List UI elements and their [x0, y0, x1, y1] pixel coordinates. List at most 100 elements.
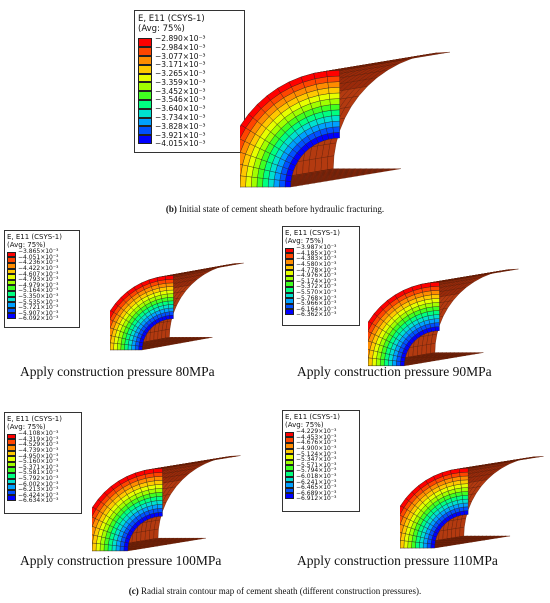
- legend-value: −3.171×10⁻³: [155, 60, 206, 70]
- legend-swatch: [285, 275, 294, 282]
- legend-row: −6.002×10⁻³: [7, 480, 79, 490]
- legend-row: −4.422×10⁻³: [7, 265, 77, 275]
- legend-swatch: [285, 465, 294, 471]
- legend-row: −4.383×10⁻³: [285, 255, 357, 265]
- legend-swatch: [285, 292, 294, 299]
- legend-value: −5.174×10⁻³: [296, 277, 337, 285]
- legend-row: −4.453×10⁻³: [285, 434, 357, 443]
- legend-title: E, E11 (CSYS-1): [285, 229, 340, 237]
- legend-row: −6.164×10⁻³: [285, 305, 357, 315]
- legend-row: −3.077×10⁻³: [138, 52, 241, 65]
- legend-100mpa: E, E11 (CSYS-1) (Avg: 75%) −4.108×10⁻³ −4…: [4, 412, 82, 514]
- legend-swatch: [7, 257, 16, 263]
- legend-value: −5.907×10⁻³: [18, 309, 59, 317]
- legend-value: −6.213×10⁻³: [18, 486, 59, 494]
- legend-value: −6.424×10⁻³: [18, 491, 59, 499]
- legend-value: −3.359×10⁻³: [155, 77, 206, 87]
- caption-c-letter: (c): [128, 586, 139, 596]
- legend-row: −5.372×10⁻³: [285, 283, 357, 293]
- legend-title: E, E11 (CSYS-1): [285, 413, 340, 421]
- legend-title: E, E11 (CSYS-1): [7, 415, 62, 423]
- legend-value: −6.912×10⁻³: [296, 495, 337, 503]
- legend-swatch: [7, 467, 16, 473]
- legend-value: −6.002×10⁻³: [18, 480, 59, 488]
- mesh: [110, 262, 244, 351]
- legend-value: −5.535×10⁻³: [18, 298, 59, 306]
- legend-value: −5.721×10⁻³: [18, 304, 59, 312]
- legend-value: −6.465×10⁻³: [296, 484, 337, 492]
- legend-swatch: [138, 64, 152, 74]
- legend-row: −6.465×10⁻³: [285, 484, 357, 494]
- legend-swatch: [7, 251, 16, 258]
- legend-swatch: [138, 135, 152, 144]
- legend-swatch: [285, 487, 294, 494]
- legend-90mpa: E, E11 (CSYS-1) (Avg: 75%) −3.987×10⁻³ −4…: [282, 226, 360, 326]
- legend-swatch: [7, 450, 16, 457]
- legend-row: −5.124×10⁻³: [285, 451, 357, 460]
- legend-swatch: [7, 274, 16, 280]
- legend-swatch: [285, 470, 294, 477]
- legend-value: −6.241×10⁻³: [296, 478, 337, 486]
- legend-row: −6.362×10⁻³: [285, 311, 357, 321]
- legend-row: −6.424×10⁻³: [7, 491, 79, 501]
- legend-row: −5.721×10⁻³: [7, 304, 77, 314]
- legend-row: −3.640×10⁻³: [138, 104, 241, 118]
- legend-swatch: [7, 296, 16, 303]
- legend-value: −4.185×10⁻³: [296, 249, 337, 257]
- legend-swatch: [285, 286, 294, 293]
- legend-swatch: [7, 439, 16, 445]
- legend-avg: (Avg: 75%): [285, 421, 324, 429]
- legend-swatch: [285, 459, 294, 466]
- legend-row: −3.865×10⁻³: [7, 248, 77, 258]
- legend-value: −5.794×10⁻³: [296, 467, 337, 475]
- legend-swatch: [138, 82, 152, 92]
- legend-rows: −4.229×10⁻³ −4.453×10⁻³ −4.676×10⁻³ −4.900×…: [285, 428, 357, 505]
- legend-swatch: [285, 270, 294, 276]
- legend-row: −6.689×10⁻³: [285, 490, 357, 499]
- legend-80mpa: E, E11 (CSYS-1) (Avg: 75%) −3.865×10⁻³ −4…: [4, 230, 80, 328]
- legend-swatch: [285, 303, 294, 310]
- legend-row: −5.347×10⁻³: [285, 456, 357, 466]
- legend-row: −2.984×10⁻³: [138, 43, 241, 56]
- legend-value: −5.768×10⁻³: [296, 294, 337, 302]
- caption-c: (c) Radial strain contour map of cement …: [0, 586, 550, 596]
- panel-label-100mpa: Apply construction pressure 100MPa: [20, 553, 222, 568]
- legend-swatch: [7, 302, 16, 308]
- legend-value: −4.739×10⁻³: [18, 447, 59, 455]
- legend-row: −6.092×10⁻³: [7, 315, 77, 325]
- legend-row: −6.213×10⁻³: [7, 486, 79, 496]
- legend-value: −5.372×10⁻³: [296, 283, 337, 291]
- legend-swatch: [7, 456, 16, 462]
- legend-value: −4.676×10⁻³: [296, 439, 337, 447]
- legend-swatch: [7, 489, 16, 496]
- legend-row: −4.051×10⁻³: [7, 254, 77, 263]
- legend-row: −4.229×10⁻³: [285, 428, 357, 438]
- legend-swatch: [7, 285, 16, 291]
- legend-row: −4.236×10⁻³: [7, 259, 77, 269]
- legend-row: −5.794×10⁻³: [285, 467, 357, 477]
- legend-value: −6.164×10⁻³: [296, 305, 337, 313]
- legend-swatch: [285, 247, 294, 254]
- legend-value: −5.570×10⁻³: [296, 289, 337, 297]
- legend-row: −4.900×10⁻³: [285, 445, 357, 455]
- legend-swatch: [285, 298, 294, 304]
- legend-row: −3.171×10⁻³: [138, 60, 241, 74]
- legend-avg: (Avg: 75%): [7, 423, 46, 431]
- legend-swatch: [285, 454, 294, 460]
- legend-value: −4.229×10⁻³: [296, 428, 337, 436]
- caption-b-letter: (b): [165, 204, 177, 214]
- legend-swatch: [7, 461, 16, 468]
- mesh: [240, 51, 450, 188]
- legend-value: −5.371×10⁻³: [18, 463, 59, 471]
- legend-value: −5.164×10⁻³: [18, 287, 59, 295]
- legend-row: −4.185×10⁻³: [285, 249, 357, 259]
- legend-value: −4.900×10⁻³: [296, 445, 337, 453]
- legend-value: −3.865×10⁻³: [18, 248, 59, 256]
- legend-swatch: [7, 495, 16, 501]
- legend-swatch: [138, 126, 152, 136]
- legend-swatch: [138, 47, 152, 56]
- legend-value: −3.640×10⁻³: [155, 104, 206, 114]
- legend-rows: −3.987×10⁻³ −4.185×10⁻³ −4.383×10⁻³ −4.580×…: [285, 244, 357, 321]
- legend-title: E, E11 (CSYS-1): [7, 233, 62, 241]
- legend-value: −4.108×10⁻³: [18, 430, 59, 438]
